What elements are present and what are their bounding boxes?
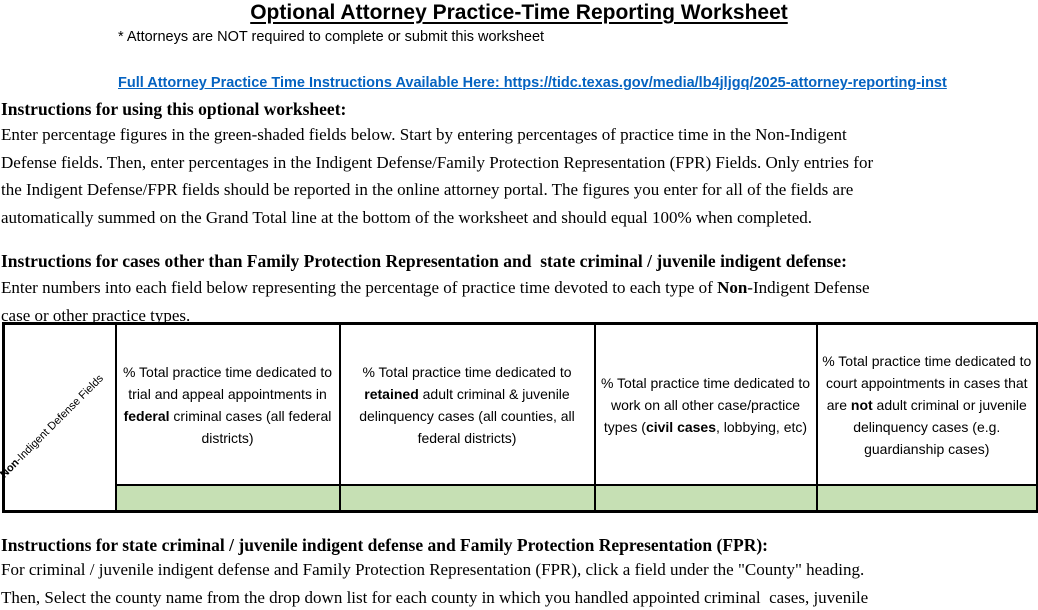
column-header-federal-appointments: % Total practice time dedicated to trial… — [114, 322, 341, 486]
input-row — [4, 484, 1038, 513]
non-indigent-instructions-heading: Instructions for cases other than Family… — [1, 251, 847, 271]
column-header-non-criminal-appointments: % Total practice time dedicated to court… — [815, 322, 1038, 486]
federal-appointments-percent-input[interactable] — [114, 484, 341, 513]
instructions-hyperlink[interactable]: Full Attorney Practice Time Instructions… — [118, 75, 947, 91]
fpr-instructions-body: For criminal / juvenile indigent defense… — [1, 560, 869, 607]
usage-instructions-body: Enter percentage figures in the green-sh… — [1, 125, 874, 227]
page-title: Optional Attorney Practice-Time Reportin… — [250, 1, 788, 24]
usage-instructions-heading: Instructions for using this optional wor… — [1, 99, 347, 119]
not-required-note: * Attorneys are NOT required to complete… — [118, 29, 545, 45]
fpr-instructions-heading: Instructions for state criminal / juveni… — [1, 535, 769, 555]
non-indigent-defense-table: Non-Indigent Defense Fields % Total prac… — [0, 322, 1038, 513]
row-label-cell: Non-Indigent Defense Fields — [0, 322, 117, 513]
other-practice-types-percent-input[interactable] — [593, 484, 818, 513]
column-header-other-practice-types: % Total practice time dedicated to work … — [593, 322, 818, 486]
non-indigent-instructions-body: Enter numbers into each field below repr… — [1, 278, 870, 325]
retained-cases-percent-input[interactable] — [338, 484, 596, 513]
column-header-retained-cases: % Total practice time dedicated to retai… — [338, 322, 596, 486]
non-indigent-defense-fields-label: Non-Indigent Defense Fields — [0, 372, 106, 481]
non-criminal-appointments-percent-input[interactable] — [815, 484, 1038, 513]
